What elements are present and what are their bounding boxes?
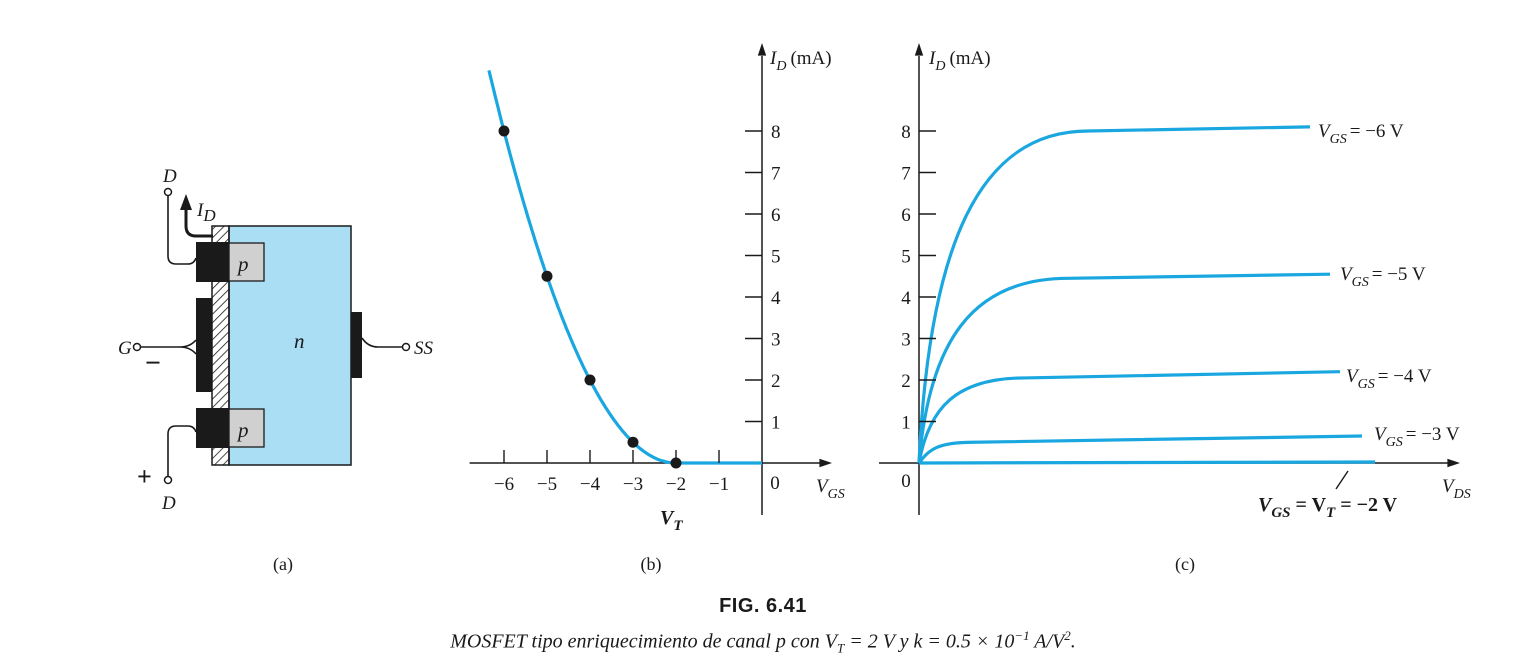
c-curve-series: [917, 434, 1363, 464]
c-series-label: VGS = −5 V: [1340, 264, 1426, 290]
c-origin-label: 0: [901, 471, 911, 492]
gate-lead: [137, 339, 197, 355]
transfer-characteristic-chart: −6 −5 −4 −3 −2 −1 1 2 3 4 5 6 7 8 ID (mA) VGS 0 VT (b): [469, 43, 845, 575]
c-curve-series: [918, 460, 1376, 465]
b-y-tick-label: 8: [771, 122, 781, 143]
b-x-tick-label: −5: [537, 474, 557, 495]
c-x-axis-label: VDS: [1442, 476, 1471, 502]
b-x-tick-label: −2: [666, 474, 686, 495]
plus-sign: +: [137, 462, 152, 491]
c-curve-series: [917, 370, 1341, 464]
c-y-tick-label: 1: [901, 413, 911, 434]
drain-top-lead: [167, 196, 197, 265]
b-x-tick-label: −4: [580, 474, 601, 495]
c-y-tick-label: 4: [901, 288, 911, 309]
b-origin-label: 0: [770, 473, 780, 494]
c-y-tick-label: 8: [901, 122, 911, 143]
c-curve-series: [917, 272, 1331, 464]
drain-bottom-lead: [167, 425, 197, 476]
b-data-point: [541, 270, 553, 282]
c-y-tick-label: 3: [901, 330, 911, 351]
transfer-curve: [487, 70, 762, 465]
drain-bottom-label: D: [161, 493, 176, 514]
b-y-axis-label: ID (mA): [769, 48, 832, 74]
substrate-label: SS: [414, 338, 434, 359]
drain-contact-bottom: [196, 408, 229, 448]
gate-label: G: [118, 338, 132, 359]
b-x-tick-label: −1: [709, 474, 729, 495]
substrate-contact: [351, 312, 362, 378]
b-x-tick-label: −3: [623, 474, 643, 495]
c-y-tick-label: 5: [901, 247, 911, 268]
p-label-bottom: p: [236, 418, 249, 442]
drain-top-label: D: [162, 166, 177, 187]
drain-characteristics-chart: 1 2 3 4 5 6 7 8 VGS = −6 V VGS = −5 V VGS = −4 V VGS =…: [879, 43, 1471, 575]
threshold-annotation: VT: [660, 507, 683, 534]
panel-label-c: (c): [1175, 554, 1195, 575]
c-threshold-label: VGS = VT = −2 V: [1258, 494, 1398, 521]
gate-contact: [196, 298, 212, 392]
c-series-label: VGS = −6 V: [1318, 121, 1404, 147]
b-x-axis-label: VGS: [816, 476, 845, 502]
panel-label-a: (a): [273, 554, 293, 575]
p-region-bottom: [228, 408, 265, 448]
b-y-tick-label: 4: [771, 288, 781, 309]
b-y-tick-label: 2: [771, 371, 781, 392]
b-y-tick-label: 7: [771, 164, 781, 185]
b-y-tick-label: 1: [771, 413, 781, 434]
p-region-top: [228, 242, 265, 282]
c-y-tick-label: 2: [901, 371, 911, 392]
current-label: ID: [196, 200, 216, 225]
minus-sign: −: [145, 348, 161, 379]
c-y-tick-label: 6: [901, 205, 911, 226]
b-data-point: [498, 125, 510, 137]
mosfet-device-diagram: D ID p p n G − SS + D (a): [118, 166, 434, 575]
b-y-tick-label: 5: [771, 247, 781, 268]
figure-caption: MOSFET tipo enriquecimiento de canal p c…: [450, 628, 1076, 656]
panel-label-b: (b): [641, 554, 662, 575]
c-series-label: VGS = −4 V: [1346, 366, 1432, 392]
b-data-point: [584, 374, 596, 386]
current-arrow: [184, 208, 213, 238]
b-data-point: [627, 436, 639, 448]
c-curve-series: [917, 125, 1311, 464]
drain-contact-top: [196, 242, 229, 282]
c-y-axis-label: ID (mA): [928, 48, 991, 74]
n-label: n: [294, 329, 305, 353]
c-threshold-leader: [1335, 470, 1349, 490]
p-label-top: p: [236, 252, 249, 276]
figure-number: FIG. 6.41: [719, 595, 807, 617]
c-series-label: VGS = −3 V: [1374, 424, 1460, 450]
substrate-lead: [361, 337, 402, 348]
b-x-tick-label: −6: [494, 474, 514, 495]
c-y-tick-label: 7: [901, 164, 911, 185]
b-y-tick-label: 6: [771, 205, 781, 226]
b-y-tick-label: 3: [771, 330, 781, 351]
